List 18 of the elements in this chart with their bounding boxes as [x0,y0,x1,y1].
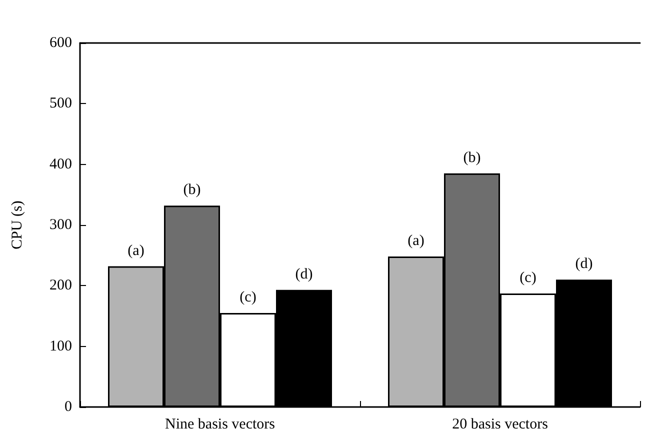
x-tick-label: Nine basis vectors [165,416,276,432]
y-tick-label: 600 [50,35,72,51]
x-tick-label: 20 basis vectors [452,416,548,432]
y-tick-label: 0 [64,399,72,415]
series-label: (b) [183,182,201,198]
y-tick-label: 400 [50,156,72,172]
series-label: (d) [295,266,313,282]
y-tick-label: 300 [50,217,72,233]
y-tick-label: 500 [50,96,72,112]
text: (b) [463,150,481,166]
text: (a) [408,233,424,250]
series-label: (c) [240,289,256,306]
text: (c) [520,270,536,286]
text: (d) [575,256,593,272]
series-label: (a) [128,242,144,259]
y-tick-label: 100 [50,338,72,354]
y-tick-label: 200 [50,278,72,294]
y-axis-title: CPU (s) [10,200,26,250]
